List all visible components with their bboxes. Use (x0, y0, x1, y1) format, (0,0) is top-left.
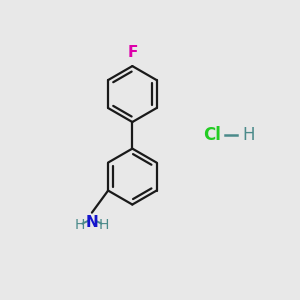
Text: H: H (243, 126, 255, 144)
Text: H: H (99, 218, 110, 232)
Text: F: F (127, 45, 137, 60)
Text: N: N (85, 215, 98, 230)
Text: Cl: Cl (203, 126, 221, 144)
Text: H: H (74, 218, 85, 232)
